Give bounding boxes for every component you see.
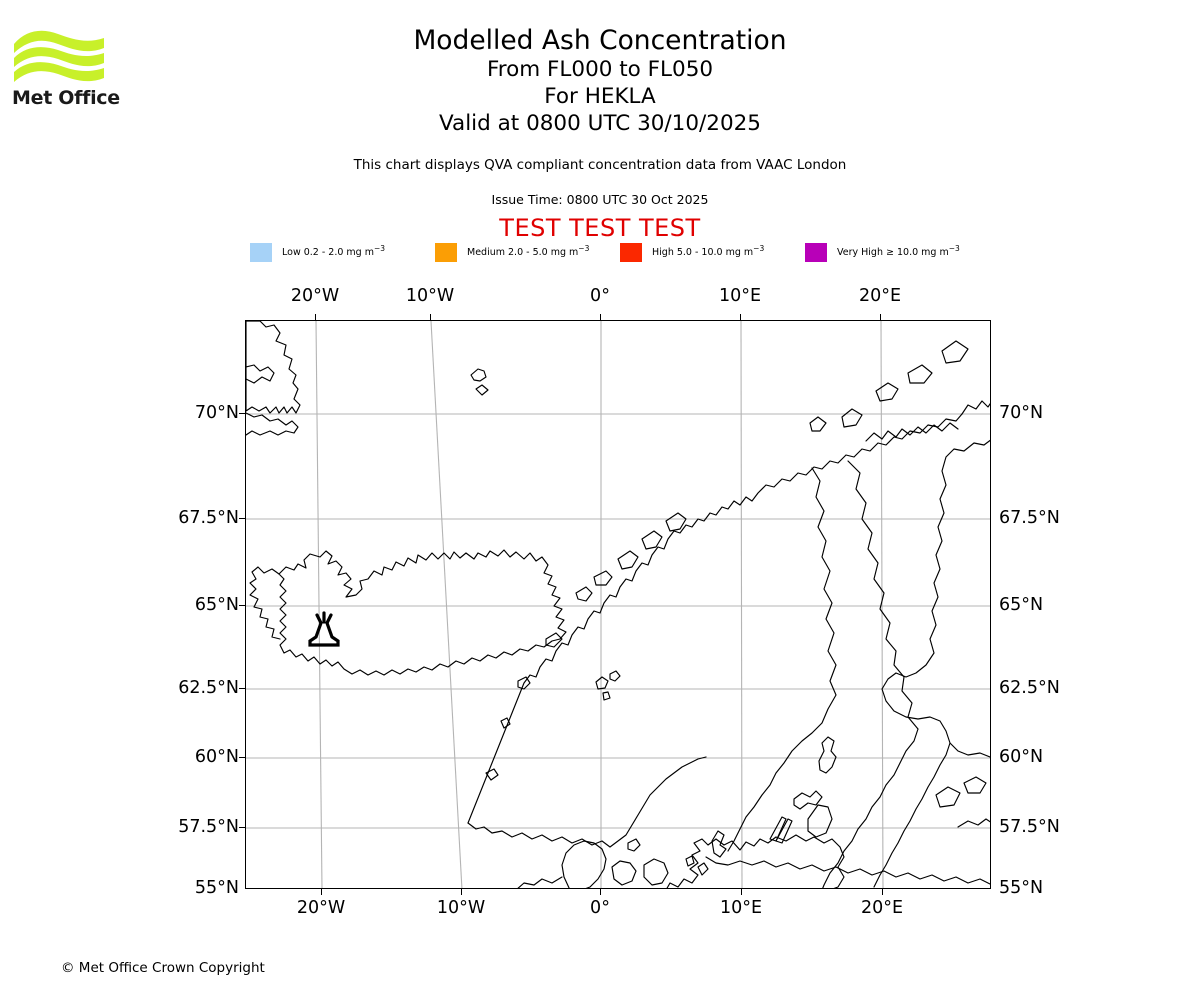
- ash-concentration-map[interactable]: 20°W 10°W 0° 10°E 20°E 20°W 10°W 0° 10°E…: [178, 286, 1060, 918]
- lat-label-left-5: 57.5°N: [178, 817, 239, 837]
- lon-label-bottom-2: 0°: [590, 898, 610, 918]
- legend-swatch-high: [620, 242, 642, 262]
- qva-note: This chart displays QVA compliant concen…: [353, 157, 847, 173]
- legend-label-very-high: Very High ≥ 10.0 mg m−3: [837, 243, 960, 258]
- lon-label-bottom-0: 20°W: [296, 898, 346, 918]
- border-norway-sweden: [727, 467, 837, 852]
- volcano-subtitle: For HEKLA: [544, 84, 656, 109]
- lat-label-right-1: 67.5°N: [999, 508, 1060, 528]
- coast-iceland-westfjords: [249, 566, 281, 640]
- coast-gulf-of-bothnia-west: [822, 728, 919, 888]
- coast-finnmark: [865, 400, 990, 442]
- coast-baltic-states: [957, 818, 990, 828]
- coast-norway-islets-4: [485, 768, 499, 781]
- lat-label-right-5: 57.5°N: [999, 817, 1060, 837]
- coast-greenland: [246, 321, 301, 414]
- border-sweden-finland: [847, 460, 919, 730]
- border-finland-east: [881, 439, 990, 758]
- coast-rockall: [475, 384, 489, 396]
- coast-iceland: [278, 549, 567, 676]
- lat-label-left-4: 60°N: [194, 747, 239, 767]
- coast-denmark-zealand: [643, 858, 669, 886]
- coast-finnmark-isles: [809, 340, 969, 432]
- legend-item-very-high: Very High ≥ 10.0 mg m−3: [805, 242, 990, 262]
- coast-oland-2: [775, 818, 793, 844]
- hekla-volcano-marker: [308, 611, 340, 647]
- met-office-logo: Met Office: [12, 26, 120, 112]
- chart-title-block: Modelled Ash Concentration From FL000 to…: [0, 26, 1200, 137]
- graticule: [246, 321, 990, 888]
- map-frame: [245, 320, 991, 889]
- legend-label-low: Low 0.2 - 2.0 mg m−3: [282, 243, 386, 258]
- copyright-notice: © Met Office Crown Copyright: [61, 960, 265, 976]
- coast-outer-hebrides: [711, 830, 727, 858]
- lat-label-left-3: 62.5°N: [178, 678, 239, 698]
- coast-greenland-inlet: [246, 364, 275, 384]
- lat-label-right-6: 55°N: [999, 878, 1044, 898]
- lat-label-left-0: 70°N: [194, 403, 239, 423]
- lat-label-right-2: 65°N: [999, 595, 1044, 615]
- legend-swatch-low: [250, 242, 272, 262]
- legend-item-low: Low 0.2 - 2.0 mg m−3: [250, 242, 435, 262]
- coast-denmark-small-isle: [627, 838, 641, 852]
- lon-label-top-0: 20°W: [290, 286, 340, 306]
- legend-swatch-medium: [435, 242, 457, 262]
- coast-faroe-islands: [595, 670, 621, 701]
- legend-item-medium: Medium 2.0 - 5.0 mg m−3: [435, 242, 620, 262]
- legend-label-high: High 5.0 - 10.0 mg m−3: [652, 243, 765, 258]
- legend-item-high: High 5.0 - 10.0 mg m−3: [620, 242, 805, 262]
- coast-lofoten: [575, 512, 687, 602]
- coast-greenland-south: [246, 412, 299, 436]
- coast-britain: [666, 834, 845, 888]
- coast-jan-mayen: [470, 368, 487, 382]
- coast-hebrides-isle: [697, 862, 709, 876]
- coast-norway-islets-2: [517, 676, 531, 690]
- coast-gotland: [807, 804, 833, 838]
- coast-hebrides-small: [685, 855, 695, 867]
- lon-label-bottom-1: 10°W: [436, 898, 486, 918]
- lon-label-top-2: 0°: [590, 286, 610, 306]
- lat-label-left-2: 65°N: [194, 595, 239, 615]
- lon-label-bottom-3: 10°E: [719, 898, 763, 918]
- coast-estonia-isles: [935, 776, 987, 808]
- page-title: Modelled Ash Concentration: [413, 25, 787, 56]
- coast-denmark-jutland: [561, 840, 607, 888]
- coastlines: [246, 321, 990, 888]
- concentration-legend: Low 0.2 - 2.0 mg m−3 Medium 2.0 - 5.0 mg…: [250, 242, 990, 262]
- coast-shetland: [818, 736, 837, 774]
- met-office-logo-text: Met Office: [12, 87, 120, 109]
- legend-label-medium: Medium 2.0 - 5.0 mg m−3: [467, 243, 590, 258]
- lat-label-left-1: 67.5°N: [178, 508, 239, 528]
- test-banner: TEST TEST TEST: [499, 214, 701, 242]
- flight-level-subtitle: From FL000 to FL050: [486, 57, 714, 82]
- coast-german-bight: [517, 876, 563, 888]
- lat-label-right-3: 62.5°N: [999, 678, 1060, 698]
- lon-label-top-3: 10°E: [718, 286, 762, 306]
- lon-label-top-1: 10°W: [405, 286, 455, 306]
- issue-time: Issue Time: 0800 UTC 30 Oct 2025: [491, 192, 709, 207]
- valid-at-subtitle: Valid at 0800 UTC 30/10/2025: [438, 111, 761, 136]
- coast-norway: [467, 413, 963, 824]
- lat-label-right-0: 70°N: [999, 403, 1044, 423]
- legend-swatch-very-high: [805, 242, 827, 262]
- coast-orkney: [793, 790, 823, 810]
- lat-label-right-4: 60°N: [999, 747, 1044, 767]
- coast-gulf-of-bothnia-east: [873, 742, 951, 888]
- map-canvas: [246, 321, 990, 888]
- lat-label-left-6: 55°N: [194, 878, 239, 898]
- coast-norway-islets-1: [545, 632, 563, 648]
- coast-south-sweden: [705, 856, 990, 885]
- lon-label-top-4: 20°E: [858, 286, 902, 306]
- met-office-logo-mark: [14, 30, 104, 82]
- coast-norway-islets-3: [500, 717, 511, 729]
- coast-denmark-islands: [611, 860, 637, 886]
- coast-oland: [769, 816, 787, 842]
- lon-label-bottom-4: 20°E: [860, 898, 904, 918]
- coast-south-norway: [467, 756, 707, 848]
